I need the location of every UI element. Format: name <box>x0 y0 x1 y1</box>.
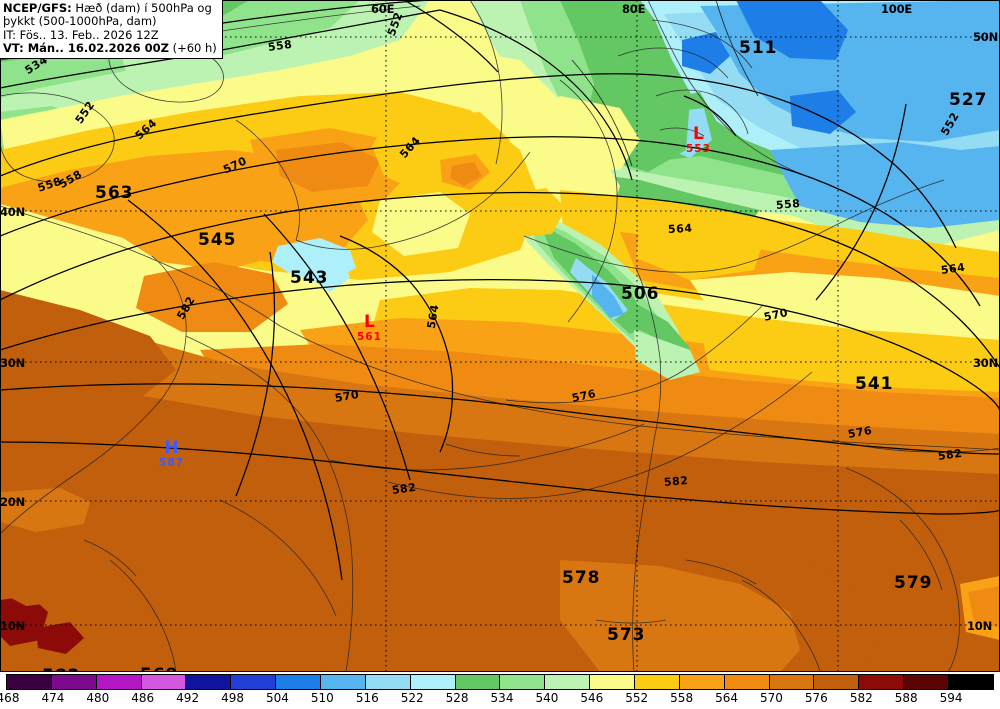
height-value-label: 563 <box>95 183 134 203</box>
info-forecast-hour: (+60 h) <box>168 40 217 55</box>
lat-label-20N-left: 20N <box>0 495 26 509</box>
lat-label-30N-right: 30N <box>973 356 999 370</box>
lat-label-10N-right: 10N <box>967 619 993 633</box>
colorbar-tick: 582 <box>849 691 873 705</box>
height-value-label: 545 <box>198 230 237 250</box>
height-value-label: 543 <box>290 268 329 288</box>
lon-label-60E: 60E <box>371 2 395 16</box>
colorbar-swatch[interactable] <box>949 675 993 689</box>
pressure-center-symbol: H <box>164 438 179 458</box>
colorbar-swatch[interactable] <box>231 675 277 689</box>
colorbar-tick: 534 <box>490 691 514 705</box>
colorbar-tick: 546 <box>580 691 604 705</box>
colorbar-swatch[interactable] <box>96 675 142 689</box>
height-value-label: 582 <box>42 666 81 672</box>
colorbar-swatch[interactable] <box>186 675 232 689</box>
lat-label-10N-left: 10N <box>0 619 26 633</box>
colorbar-tick: 498 <box>221 691 244 705</box>
lon-label-100E: 100E <box>881 2 913 16</box>
colorbar-swatch[interactable] <box>51 675 97 689</box>
colorbar-swatch[interactable] <box>590 675 636 689</box>
colorbar-swatch[interactable] <box>724 675 770 689</box>
info-model-desc: Hæð (dam) í 500hPa og <box>71 1 212 15</box>
colorbar-tick: 504 <box>266 691 289 705</box>
height-value-label: 578 <box>562 568 601 588</box>
colorbar-swatch[interactable] <box>455 675 501 689</box>
pressure-center-low: L 553 <box>686 126 711 155</box>
model-info-box: NCEP/GFS: Hæð (dam) í 500hPa og þykkt (5… <box>0 0 223 60</box>
pressure-center-symbol: L <box>364 312 375 332</box>
colorbar-tick: 570 <box>760 691 783 705</box>
colorbar-tick: 558 <box>670 691 694 705</box>
contour-label: 582 <box>663 473 689 489</box>
info-line-valid-time: VT: Mán.. 16.02.2026 00Z (+60 h) <box>3 40 217 55</box>
colorbar-tick: 510 <box>310 691 334 705</box>
info-valid-time: VT: Mán.. 16.02.2026 00Z <box>3 40 169 55</box>
lat-label-50N-right: 50N <box>973 30 999 44</box>
colorbar-swatch[interactable] <box>635 675 680 689</box>
pressure-center-symbol: L <box>693 124 704 144</box>
pressure-center-value: 553 <box>686 143 711 155</box>
colorbar-tick: 468 <box>0 691 20 705</box>
height-value-label: 506 <box>621 284 660 304</box>
colorbar-swatch[interactable] <box>814 675 860 689</box>
colorbar-tick: 474 <box>41 691 65 705</box>
colorbar-tick: 552 <box>625 691 649 705</box>
colorbar-tick: 486 <box>131 691 155 705</box>
colorbar-swatch[interactable] <box>859 675 905 689</box>
colorbar-tick: 564 <box>715 691 738 705</box>
height-value-label: 579 <box>894 573 933 593</box>
contour-label: 558 <box>775 196 801 212</box>
colorbar-swatch[interactable] <box>679 675 725 689</box>
map-canvas[interactable]: 534 552 558 558 552 558 564 564 570 558 564 564 552 5… <box>0 0 1000 672</box>
info-line-field: þykkt (500-1000hPa, dam) <box>3 14 157 29</box>
pressure-center-value: 587 <box>159 457 184 469</box>
info-model-name: NCEP/GFS: <box>3 1 72 15</box>
info-line-model: NCEP/GFS: Hæð (dam) í 500hPa og <box>3 1 217 15</box>
pressure-center-value: 561 <box>357 331 382 343</box>
map-svg <box>0 0 1000 672</box>
pressure-center-high: H 587 <box>159 440 184 469</box>
colorbar-tick: 528 <box>445 691 469 705</box>
info-line-init-time: IT: Fös.. 13. Feb.. 2026 12Z <box>3 27 159 42</box>
height-value-label: 527 <box>949 90 988 110</box>
colorbar-tick: 492 <box>176 691 200 705</box>
colorbar-swatch[interactable] <box>769 675 815 689</box>
colorbar-tick: 576 <box>804 691 828 705</box>
colorbar-tick: 480 <box>86 691 110 705</box>
colorbar-swatch[interactable] <box>141 675 187 689</box>
colorbar: 468 474 480 486 492 498 504 510 516 522 528 534 540 5… <box>0 672 1000 709</box>
colorbar-tick: 516 <box>355 691 379 705</box>
colorbar-tick-labels: 468 474 480 486 492 498 504 510 516 522 528 534 540 5… <box>0 691 1000 707</box>
colorbar-tick: 594 <box>939 691 963 705</box>
colorbar-swatch[interactable] <box>7 675 52 689</box>
pressure-center-low: L 561 <box>357 314 382 343</box>
colorbar-tick: 540 <box>535 691 559 705</box>
contour-label: 564 <box>667 221 693 236</box>
colorbar-swatch[interactable] <box>365 675 411 689</box>
lat-label-40N-left: 40N <box>0 205 26 219</box>
colorbar-swatch[interactable] <box>410 675 456 689</box>
colorbar-swatch[interactable] <box>276 675 322 689</box>
height-value-label: 541 <box>855 374 894 394</box>
height-value-label: 511 <box>739 38 778 58</box>
colorbar-swatch[interactable] <box>500 675 546 689</box>
lon-label-80E: 80E <box>622 2 646 16</box>
colorbar-strip[interactable] <box>6 674 994 690</box>
colorbar-tick: 522 <box>400 691 424 705</box>
lat-label-30N-left: 30N <box>0 356 26 370</box>
height-value-label: 569 <box>140 665 179 672</box>
height-value-label: 573 <box>607 625 646 645</box>
colorbar-tick: 588 <box>894 691 918 705</box>
colorbar-swatch[interactable] <box>321 675 366 689</box>
colorbar-swatch[interactable] <box>545 675 591 689</box>
colorbar-swatch[interactable] <box>904 675 950 689</box>
